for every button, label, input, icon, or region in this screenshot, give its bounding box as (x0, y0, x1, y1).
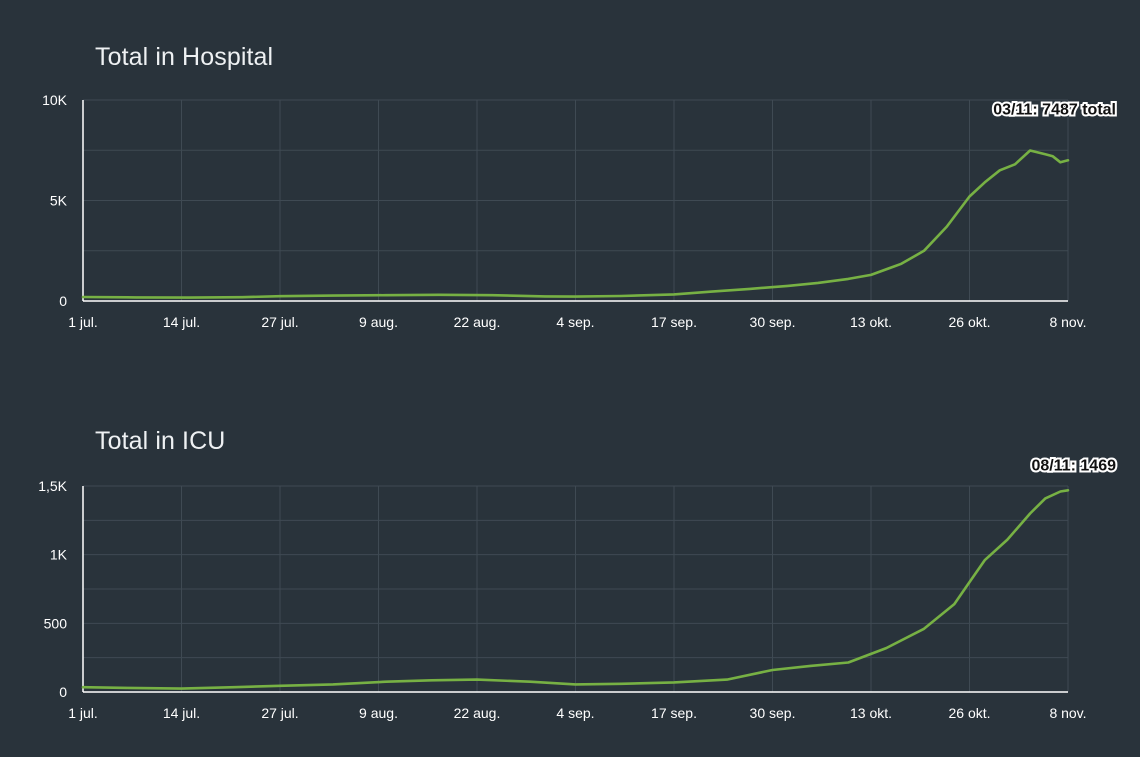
x-tick-label: 13 okt. (850, 314, 892, 330)
x-tick-label: 26 okt. (948, 705, 990, 721)
x-tick-label: 9 aug. (359, 314, 398, 330)
x-tick-label: 8 nov. (1049, 705, 1086, 721)
x-tick-label: 27 jul. (261, 705, 298, 721)
x-tick-label: 9 aug. (359, 705, 398, 721)
y-tick-label: 1K (50, 547, 68, 563)
y-tick-label: 10K (42, 92, 68, 108)
series-line-hospital (81, 149, 1070, 299)
y-tick-label: 0 (59, 684, 67, 700)
y-tick-label: 1,5K (38, 478, 67, 494)
y-tick-label: 0 (59, 293, 67, 309)
x-tick-label: 30 sep. (750, 705, 796, 721)
chart-title-hospital: Total in Hospital (95, 43, 274, 71)
y-tick-label: 500 (44, 615, 68, 631)
x-tick-label: 1 jul. (68, 314, 98, 330)
x-tick-label: 4 sep. (556, 314, 594, 330)
x-tick-label: 1 jul. (68, 705, 98, 721)
x-tick-label: 22 aug. (454, 314, 501, 330)
x-tick-label: 17 sep. (651, 314, 697, 330)
annotation-label: 03/11: 7487 total (993, 102, 1116, 119)
x-tick-label: 13 okt. (850, 705, 892, 721)
x-tick-label: 17 sep. (651, 705, 697, 721)
x-tick-label: 14 jul. (163, 705, 200, 721)
chart-icu: 0 500 1K 1,5K 1 jul. 14 jul. 27 jul. 9 aug. 22 a… (38, 455, 1118, 721)
x-tick-label: 4 sep. (556, 705, 594, 721)
x-tick-label: 14 jul. (163, 314, 200, 330)
chart-hospital: 0 5K 10K 1 jul. 14 jul. 27 jul. 9 aug. 22 aug. 4… (42, 92, 1118, 330)
x-tick-label: 22 aug. (454, 705, 501, 721)
annotation-label: 08/11: 1469 (1031, 457, 1116, 474)
y-tick-label: 5K (50, 193, 68, 209)
x-tick-label: 26 okt. (948, 314, 990, 330)
chart-title-icu: Total in ICU (95, 427, 226, 455)
x-tick-label: 30 sep. (750, 314, 796, 330)
x-tick-label: 27 jul. (261, 314, 298, 330)
x-tick-label: 8 nov. (1049, 314, 1086, 330)
series-line-icu (81, 488, 1070, 690)
